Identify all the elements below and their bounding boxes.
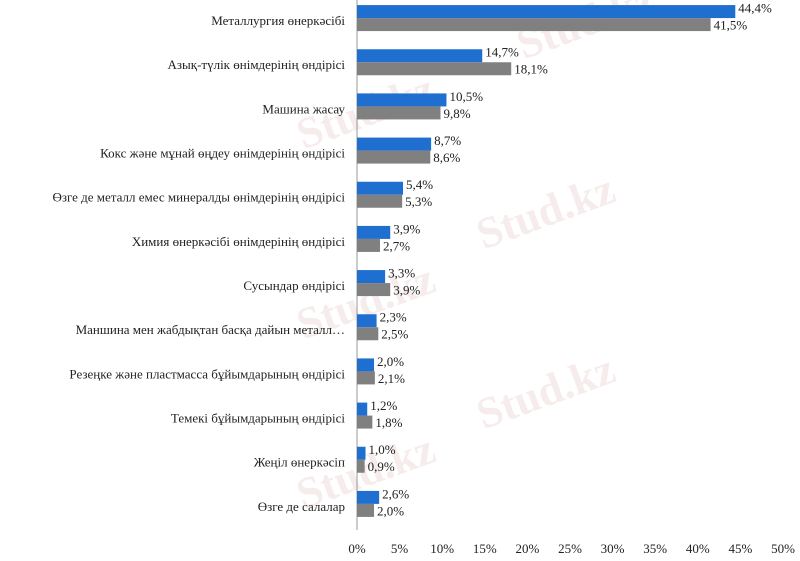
value-label: 2,6% bbox=[382, 486, 409, 501]
bar bbox=[357, 150, 431, 164]
bar bbox=[357, 181, 404, 195]
bar bbox=[357, 327, 379, 341]
value-label: 44,4% bbox=[738, 1, 772, 16]
category-label: Өзге де салалар bbox=[258, 499, 345, 514]
value-label: 5,3% bbox=[405, 194, 432, 209]
value-label: 1,0% bbox=[369, 442, 396, 457]
value-label: 5,4% bbox=[406, 177, 433, 192]
value-label: 1,2% bbox=[370, 398, 397, 413]
value-label: 2,5% bbox=[381, 327, 408, 342]
bar bbox=[357, 283, 391, 297]
category-label: Азық-түлік өнімдерінің өндірісі bbox=[168, 57, 346, 72]
watermark: Stud.kz bbox=[470, 164, 621, 259]
value-label: 14,7% bbox=[485, 45, 519, 60]
value-label: 2,0% bbox=[377, 354, 404, 369]
bar bbox=[357, 371, 375, 385]
x-tick-label: 10% bbox=[430, 541, 454, 556]
bar bbox=[357, 402, 368, 416]
value-label: 1,8% bbox=[375, 415, 402, 430]
bar bbox=[357, 194, 403, 208]
value-label: 2,3% bbox=[380, 310, 407, 325]
category-label: Кокс және мұнай өңдеу өнімдерінің өндірі… bbox=[100, 146, 345, 161]
value-label: 8,6% bbox=[433, 150, 460, 165]
value-label: 8,7% bbox=[434, 133, 461, 148]
category-label: Резеңке және пластмасса бұйымдарының өнд… bbox=[69, 366, 345, 381]
x-tick-label: 45% bbox=[728, 541, 752, 556]
bar bbox=[357, 446, 366, 460]
category-label: Жеңіл өнеркәсіп bbox=[254, 455, 345, 470]
value-label: 2,0% bbox=[377, 503, 404, 518]
category-label: Сусындар өндірісі bbox=[243, 278, 345, 293]
bar bbox=[357, 225, 391, 239]
x-tick-label: 20% bbox=[515, 541, 539, 556]
bar bbox=[357, 106, 441, 120]
category-label: Металлургия өнеркәсібі bbox=[211, 13, 345, 28]
bar bbox=[357, 459, 365, 473]
bar bbox=[357, 490, 380, 504]
x-tick-label: 30% bbox=[601, 541, 625, 556]
bar bbox=[357, 49, 483, 63]
bar bbox=[357, 93, 447, 107]
category-label: Химия өнеркәсібі өнімдерінің өндірісі bbox=[132, 234, 346, 249]
x-tick-label: 0% bbox=[348, 541, 366, 556]
bar bbox=[357, 62, 512, 76]
value-label: 2,7% bbox=[383, 238, 410, 253]
watermark: Stud.kz bbox=[470, 344, 621, 439]
value-label: 10,5% bbox=[449, 89, 483, 104]
bar bbox=[357, 358, 375, 372]
value-label: 18,1% bbox=[514, 62, 548, 77]
x-tick-label: 5% bbox=[391, 541, 409, 556]
x-tick-label: 25% bbox=[558, 541, 582, 556]
value-label: 3,3% bbox=[388, 266, 415, 281]
bar bbox=[357, 18, 711, 32]
x-tick-label: 35% bbox=[643, 541, 667, 556]
x-tick-label: 40% bbox=[686, 541, 710, 556]
value-label: 0,9% bbox=[368, 459, 395, 474]
category-label: Темекі бұйымдарының өндірісі bbox=[171, 411, 346, 426]
category-label: Өзге де металл емес минералды өнімдеріні… bbox=[52, 190, 345, 205]
bar bbox=[357, 238, 381, 252]
bar bbox=[357, 5, 736, 19]
bar bbox=[357, 314, 377, 328]
bar bbox=[357, 137, 432, 151]
value-label: 41,5% bbox=[714, 18, 748, 33]
value-label: 3,9% bbox=[393, 283, 420, 298]
bar bbox=[357, 503, 375, 517]
category-label: Машина жасау bbox=[262, 101, 345, 116]
bar bbox=[357, 270, 386, 284]
x-tick-label: 50% bbox=[771, 541, 795, 556]
bar bbox=[357, 415, 373, 429]
value-label: 2,1% bbox=[378, 371, 405, 386]
value-label: 3,9% bbox=[393, 221, 420, 236]
x-tick-label: 15% bbox=[473, 541, 497, 556]
value-label: 9,8% bbox=[443, 106, 470, 121]
category-label: Маншина мен жабдықтан басқа дайын металл… bbox=[76, 322, 345, 337]
